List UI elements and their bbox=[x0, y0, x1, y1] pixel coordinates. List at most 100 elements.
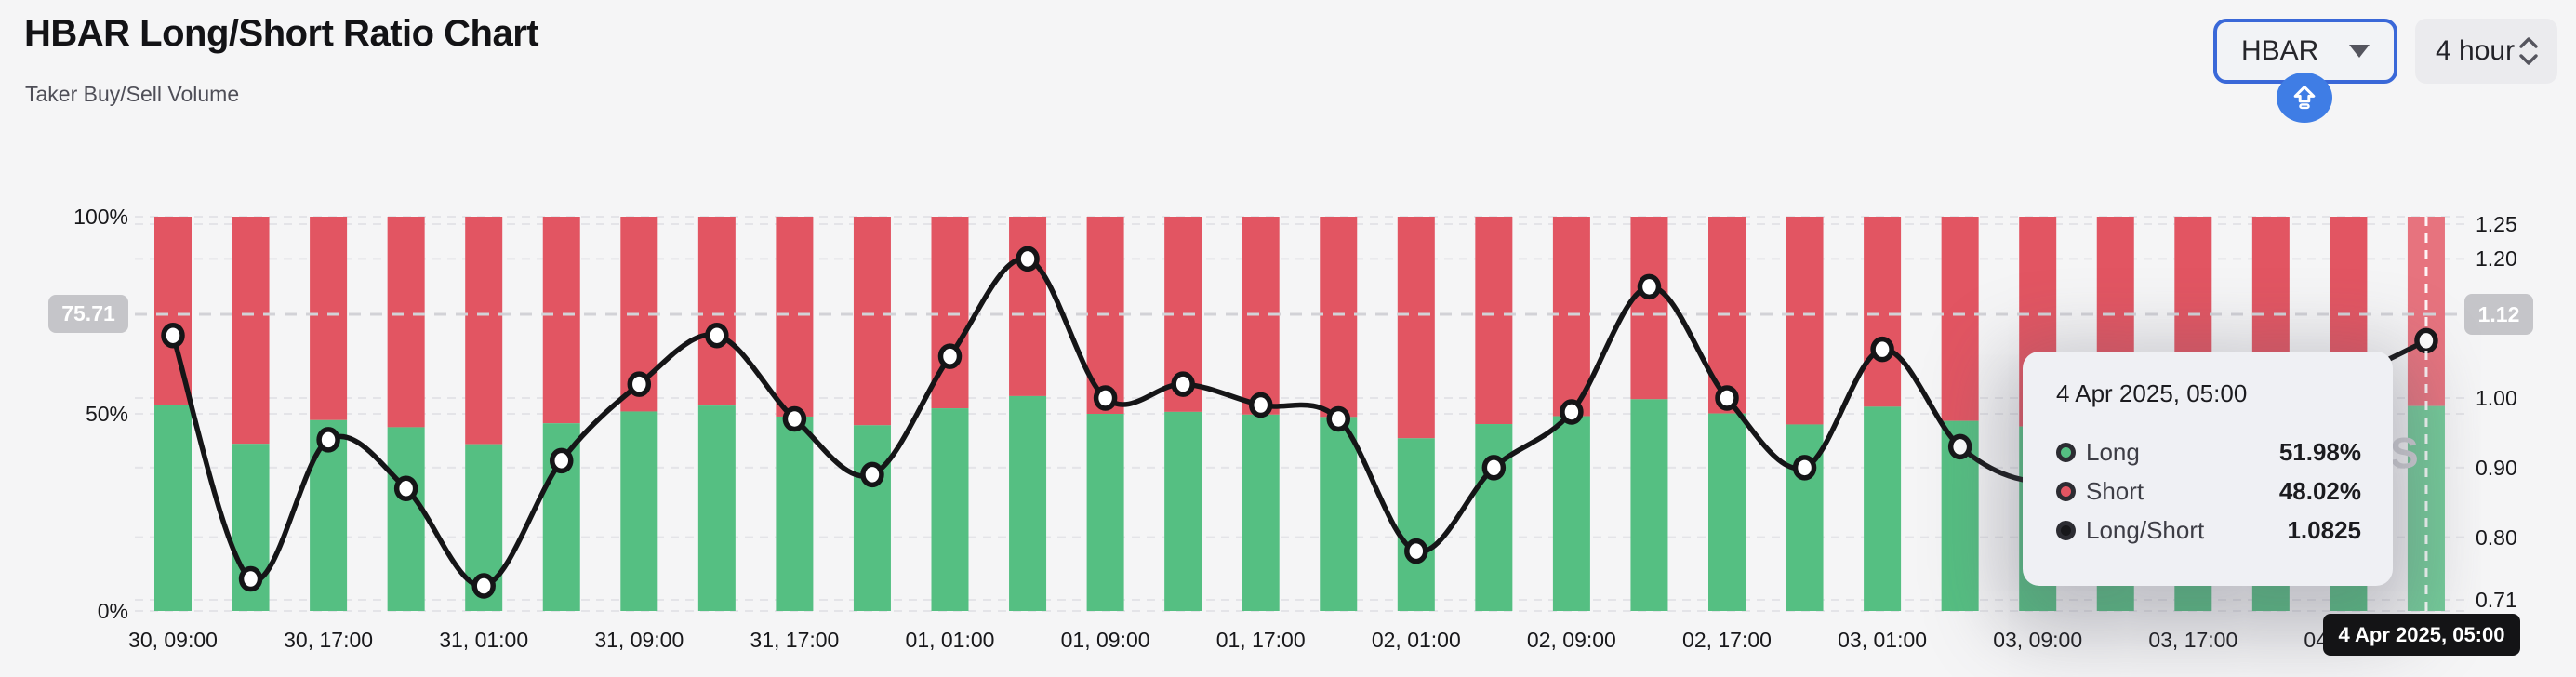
short-bar-segment[interactable] bbox=[1475, 217, 1513, 425]
bar[interactable] bbox=[2407, 217, 2445, 611]
long-short-marker-icon bbox=[2056, 520, 2076, 540]
bar[interactable] bbox=[465, 217, 503, 611]
short-bar-segment[interactable] bbox=[232, 217, 270, 445]
bar[interactable] bbox=[154, 217, 192, 611]
bar[interactable] bbox=[1941, 217, 1979, 611]
hover-tooltip: 4 Apr 2025, 05:00 Long 51.98% Short 48.0… bbox=[2023, 352, 2393, 586]
long-bar-segment[interactable] bbox=[1009, 395, 1047, 611]
short-bar-segment[interactable] bbox=[697, 217, 736, 406]
bar[interactable] bbox=[1164, 217, 1202, 611]
left-axis-tick: 0% bbox=[97, 599, 128, 623]
bar[interactable] bbox=[776, 217, 814, 611]
right-axis-crosshair-badge: 1.12 bbox=[2464, 294, 2533, 335]
long-bar-segment[interactable] bbox=[620, 411, 658, 611]
ratio-point bbox=[1481, 455, 1507, 481]
hovered-bar-highlight bbox=[2407, 217, 2445, 611]
bar[interactable] bbox=[1552, 217, 1590, 611]
short-bar-segment[interactable] bbox=[542, 217, 580, 424]
long-bar-segment[interactable] bbox=[1708, 413, 1746, 611]
ratio-point bbox=[860, 461, 884, 488]
bar[interactable] bbox=[387, 217, 425, 611]
short-bar-segment[interactable] bbox=[853, 217, 891, 426]
right-axis-tick: 0.90 bbox=[2476, 455, 2517, 480]
short-bar-segment[interactable] bbox=[387, 217, 425, 428]
bar[interactable] bbox=[1009, 217, 1047, 611]
long-bar-segment[interactable] bbox=[1164, 411, 1202, 611]
bar[interactable] bbox=[620, 217, 658, 611]
long-bar-segment[interactable] bbox=[154, 405, 192, 611]
tooltip-long-value: 51.98% bbox=[2278, 437, 2361, 466]
x-axis-tick: 31, 01:00 bbox=[439, 628, 529, 652]
ratio-point bbox=[705, 322, 729, 349]
bar[interactable] bbox=[1086, 217, 1124, 611]
bar[interactable] bbox=[1864, 217, 1902, 611]
long-bar-segment[interactable] bbox=[387, 427, 425, 611]
long-bar-segment[interactable] bbox=[931, 408, 969, 611]
ratio-point bbox=[782, 405, 807, 432]
bar[interactable] bbox=[232, 217, 270, 611]
bar[interactable] bbox=[1320, 217, 1358, 611]
tooltip-short-label: Short bbox=[2086, 476, 2144, 505]
upload-arrow-badge[interactable] bbox=[2277, 73, 2332, 123]
bar[interactable] bbox=[542, 217, 580, 611]
left-axis-tick: 50% bbox=[85, 402, 128, 426]
short-bar-segment[interactable] bbox=[465, 217, 503, 445]
right-axis-tick: 0.71 bbox=[2476, 588, 2517, 612]
long-bar-segment[interactable] bbox=[1475, 424, 1513, 611]
x-axis-tick: 03, 09:00 bbox=[1993, 628, 2083, 652]
short-bar-segment[interactable] bbox=[1864, 217, 1902, 407]
ratio-point bbox=[1404, 538, 1428, 564]
ratio-point bbox=[238, 565, 263, 592]
long-bar-segment[interactable] bbox=[1397, 438, 1435, 611]
tooltip-short-value: 48.02% bbox=[2278, 476, 2361, 505]
long-bar-segment[interactable] bbox=[1086, 414, 1124, 611]
bar[interactable] bbox=[697, 217, 736, 611]
long-bar-segment[interactable] bbox=[1630, 399, 1668, 611]
x-axis-tick: 01, 01:00 bbox=[905, 628, 995, 652]
short-marker-icon bbox=[2056, 481, 2076, 501]
ratio-line-points bbox=[161, 246, 2438, 599]
short-bar-segment[interactable] bbox=[1320, 217, 1358, 418]
short-bar-segment[interactable] bbox=[310, 217, 348, 420]
long-bar-segment[interactable] bbox=[1552, 416, 1590, 611]
ratio-point bbox=[471, 573, 496, 599]
bar[interactable] bbox=[1630, 217, 1668, 611]
short-bar-segment[interactable] bbox=[1786, 217, 1824, 425]
x-axis-tick: 03, 17:00 bbox=[2148, 628, 2238, 652]
x-axis-tick: 02, 17:00 bbox=[1682, 628, 1772, 652]
short-bar-segment[interactable] bbox=[1941, 217, 1979, 421]
ratio-point bbox=[316, 427, 340, 453]
x-axis-tick: 30, 09:00 bbox=[128, 628, 218, 652]
right-axis-tick: 0.80 bbox=[2476, 524, 2517, 550]
left-axis-crosshair-badge: 75.71 bbox=[48, 295, 128, 333]
tooltip-ratio-value: 1.0825 bbox=[2287, 515, 2361, 544]
short-bar-segment[interactable] bbox=[1397, 217, 1435, 439]
short-bar-segment[interactable] bbox=[1552, 217, 1590, 417]
x-axis-tick: 02, 09:00 bbox=[1526, 628, 1616, 652]
long-bar-segment[interactable] bbox=[1320, 417, 1358, 611]
ratio-point bbox=[937, 343, 963, 369]
page-subtitle: Taker Buy/Sell Volume bbox=[25, 82, 240, 106]
long-bar-segment[interactable] bbox=[1242, 414, 1280, 611]
bar[interactable] bbox=[1475, 217, 1513, 611]
interval-select[interactable]: 4 hour bbox=[2415, 19, 2557, 84]
bar[interactable] bbox=[1397, 217, 1435, 611]
long-bar-segment[interactable] bbox=[697, 405, 736, 611]
bar[interactable] bbox=[853, 217, 891, 611]
long-bar-segment[interactable] bbox=[776, 416, 814, 611]
ratio-point bbox=[1171, 371, 1195, 397]
long-bar-segment[interactable] bbox=[1864, 406, 1902, 611]
bar[interactable] bbox=[931, 217, 969, 611]
right-axis-tick: 1.25 bbox=[2476, 212, 2517, 236]
ratio-point bbox=[161, 322, 185, 349]
short-bar-segment[interactable] bbox=[776, 217, 814, 417]
short-bar-segment[interactable] bbox=[1630, 217, 1668, 400]
long-bar-segment[interactable] bbox=[853, 425, 891, 611]
bar[interactable] bbox=[310, 217, 348, 611]
symbol-select-value: HBAR bbox=[2241, 35, 2319, 66]
ratio-point bbox=[1637, 273, 1662, 300]
bar[interactable] bbox=[1786, 217, 1824, 611]
short-bar-segment[interactable] bbox=[1009, 217, 1047, 396]
ratio-point bbox=[550, 447, 574, 474]
